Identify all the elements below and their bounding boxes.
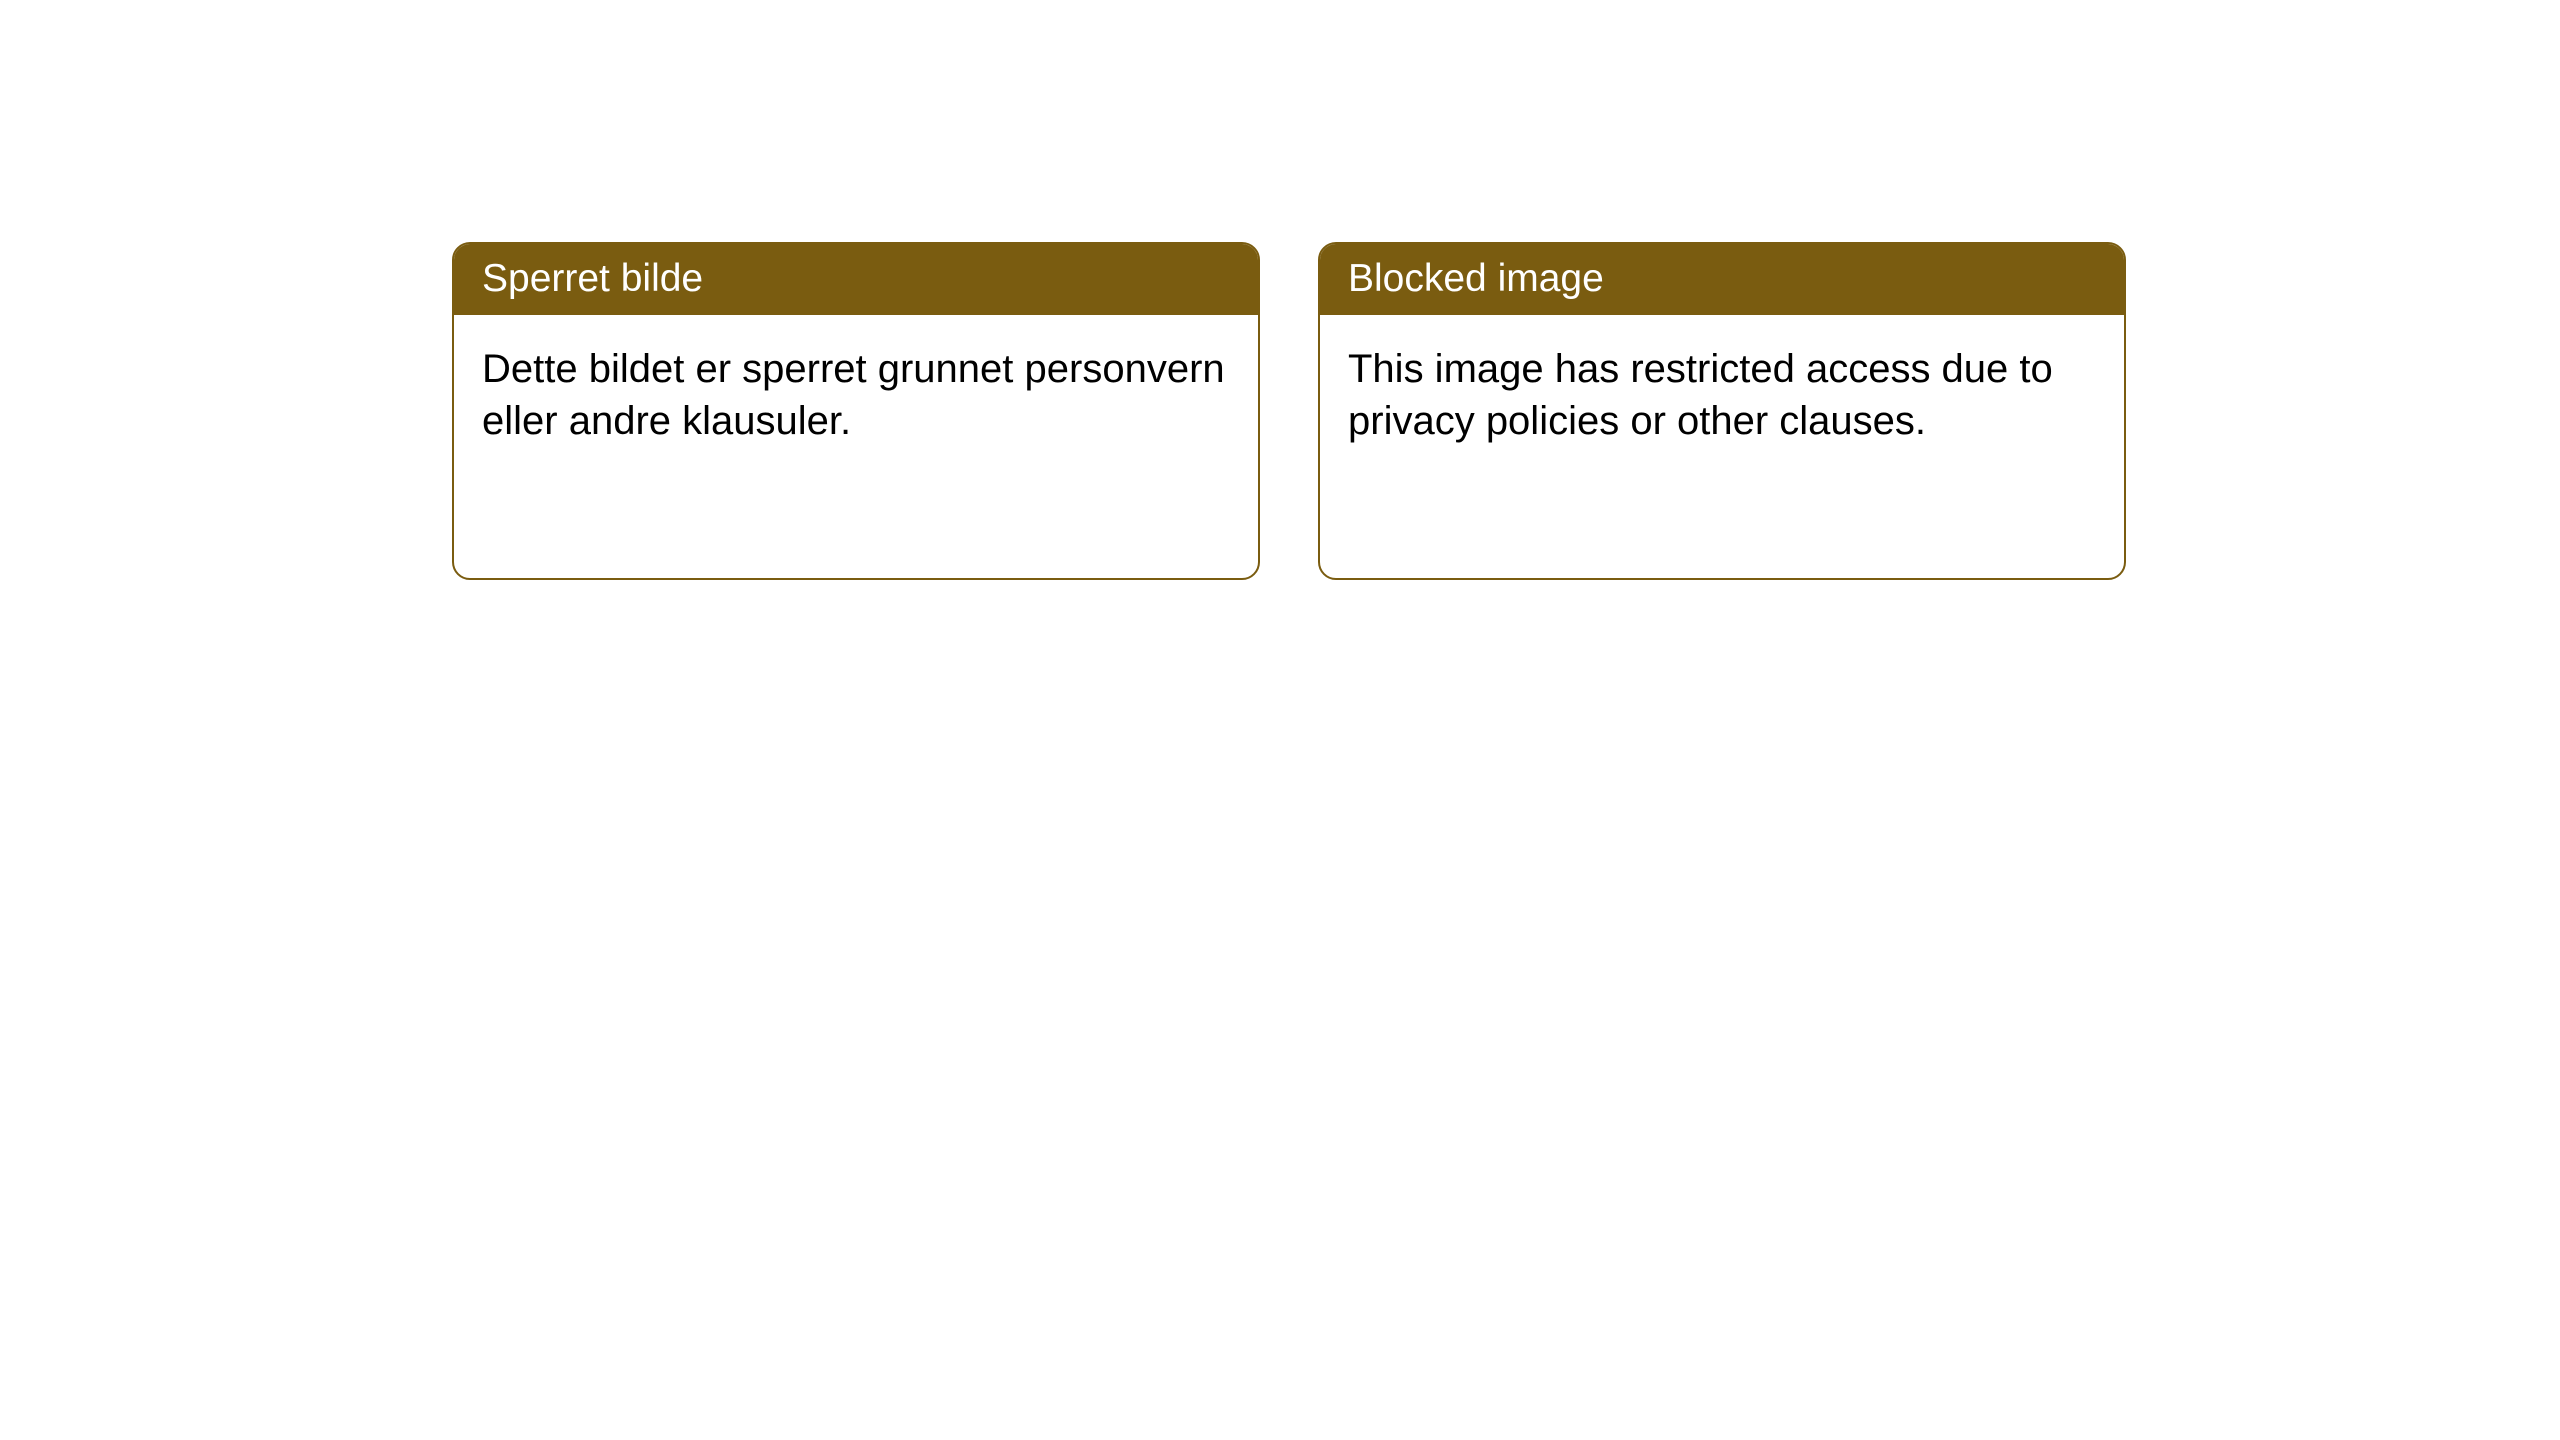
notice-header-english: Blocked image	[1320, 244, 2124, 315]
notice-body-norwegian: Dette bildet er sperret grunnet personve…	[454, 315, 1258, 471]
notice-card-norwegian: Sperret bilde Dette bildet er sperret gr…	[452, 242, 1260, 580]
notice-card-english: Blocked image This image has restricted …	[1318, 242, 2126, 580]
notice-container: Sperret bilde Dette bildet er sperret gr…	[0, 0, 2560, 580]
notice-header-norwegian: Sperret bilde	[454, 244, 1258, 315]
notice-body-english: This image has restricted access due to …	[1320, 315, 2124, 471]
